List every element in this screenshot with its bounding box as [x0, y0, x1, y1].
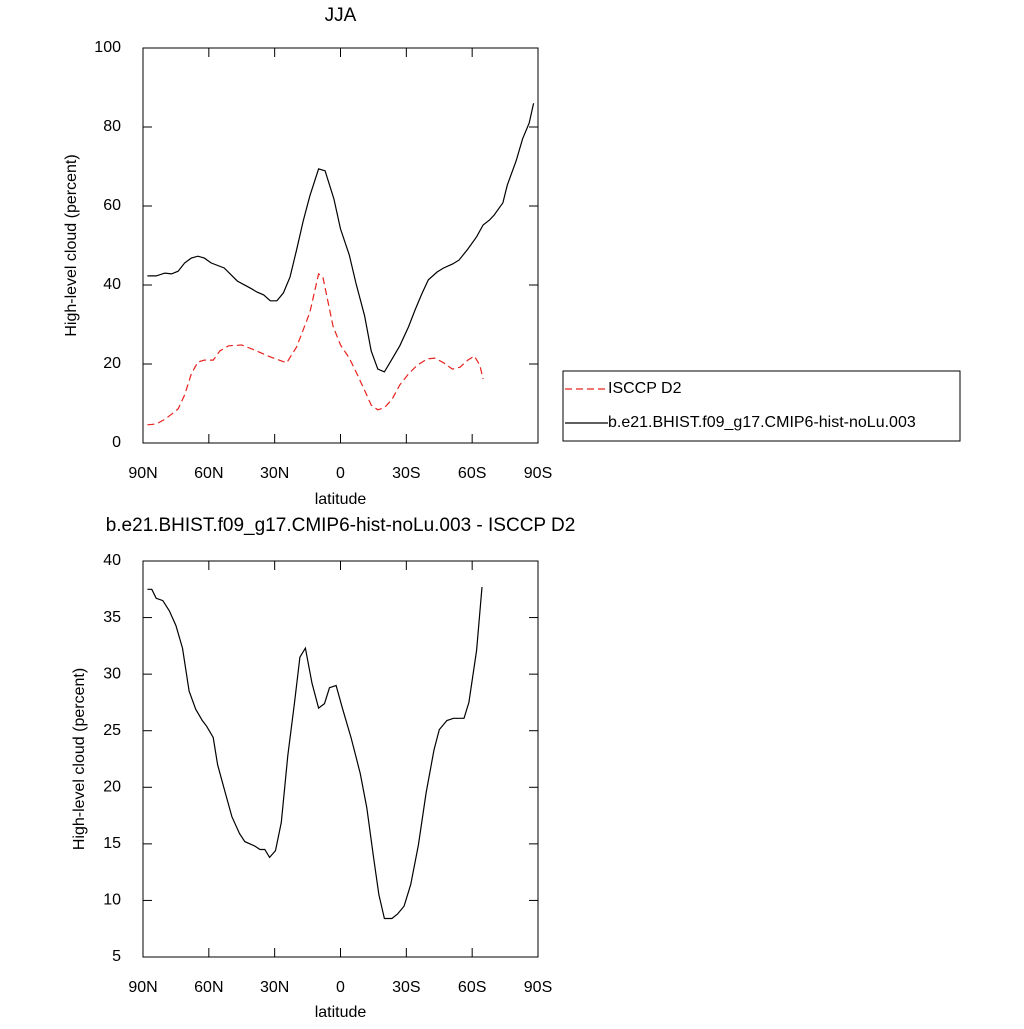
data-line: [147, 103, 535, 373]
plot-frame: [142, 47, 539, 444]
y-tick-label: 15: [103, 835, 121, 852]
legend-label: b.e21.BHIST.f09_g17.CMIP6-hist-noLu.003: [608, 414, 916, 431]
x-axis-label: latitude: [315, 491, 367, 508]
x-tick-label: 60N: [194, 465, 223, 482]
legend-box: [562, 370, 961, 442]
chart-title: b.e21.BHIST.f09_g17.CMIP6-hist-noLu.003 …: [106, 515, 576, 536]
y-tick-label: 40: [103, 276, 121, 293]
x-tick-label: 90N: [128, 465, 157, 482]
x-tick-label: 0: [336, 465, 345, 482]
x-tick-label: 60N: [194, 979, 223, 996]
y-tick-label: 80: [103, 118, 121, 135]
y-tick-label: 30: [103, 665, 121, 682]
y-tick-label: 20: [103, 779, 121, 796]
y-tick-label: 40: [103, 552, 121, 569]
y-tick-label: 60: [103, 197, 121, 214]
data-line: [147, 586, 483, 920]
x-axis-label: latitude: [315, 1004, 367, 1021]
x-tick-label: 30S: [392, 465, 420, 482]
x-tick-label: 60S: [458, 979, 486, 996]
y-tick-label: 35: [103, 609, 121, 626]
x-tick-label: 30S: [392, 979, 420, 996]
x-tick-label: 90S: [524, 465, 552, 482]
y-tick-label: 5: [112, 948, 121, 965]
data-line: [147, 272, 484, 426]
x-tick-label: 30N: [260, 465, 289, 482]
y-axis-label: High-level cloud (percent): [63, 154, 80, 336]
y-tick-label: 100: [94, 39, 121, 56]
x-tick-label: 30N: [260, 979, 289, 996]
y-tick-label: 20: [103, 355, 121, 372]
y-axis-label: High-level cloud (percent): [71, 668, 88, 850]
y-tick-label: 0: [112, 434, 121, 451]
y-tick-label: 10: [103, 892, 121, 909]
x-tick-label: 0: [336, 979, 345, 996]
x-tick-label: 90S: [524, 979, 552, 996]
legend-label: ISCCP D2: [608, 380, 682, 397]
x-tick-label: 90N: [128, 979, 157, 996]
x-tick-label: 60S: [458, 465, 486, 482]
y-tick-label: 25: [103, 722, 121, 739]
chart-title: JJA: [325, 5, 357, 26]
